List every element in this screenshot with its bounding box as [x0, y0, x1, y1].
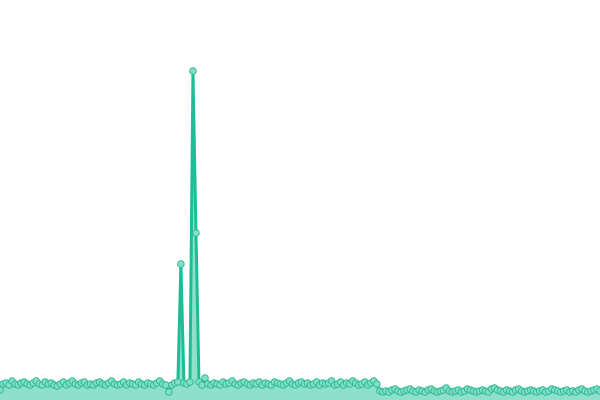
data-point — [192, 229, 200, 237]
data-points — [0, 67, 600, 396]
series-area — [0, 71, 600, 400]
data-point — [596, 387, 600, 395]
data-point — [174, 378, 182, 386]
series-line — [0, 69, 600, 394]
data-point — [0, 386, 4, 394]
data-point — [186, 378, 194, 386]
data-point — [373, 380, 381, 388]
data-point — [165, 388, 173, 396]
data-point — [177, 260, 185, 268]
data-point — [198, 381, 206, 389]
data-point — [201, 374, 209, 382]
data-point — [189, 67, 197, 75]
